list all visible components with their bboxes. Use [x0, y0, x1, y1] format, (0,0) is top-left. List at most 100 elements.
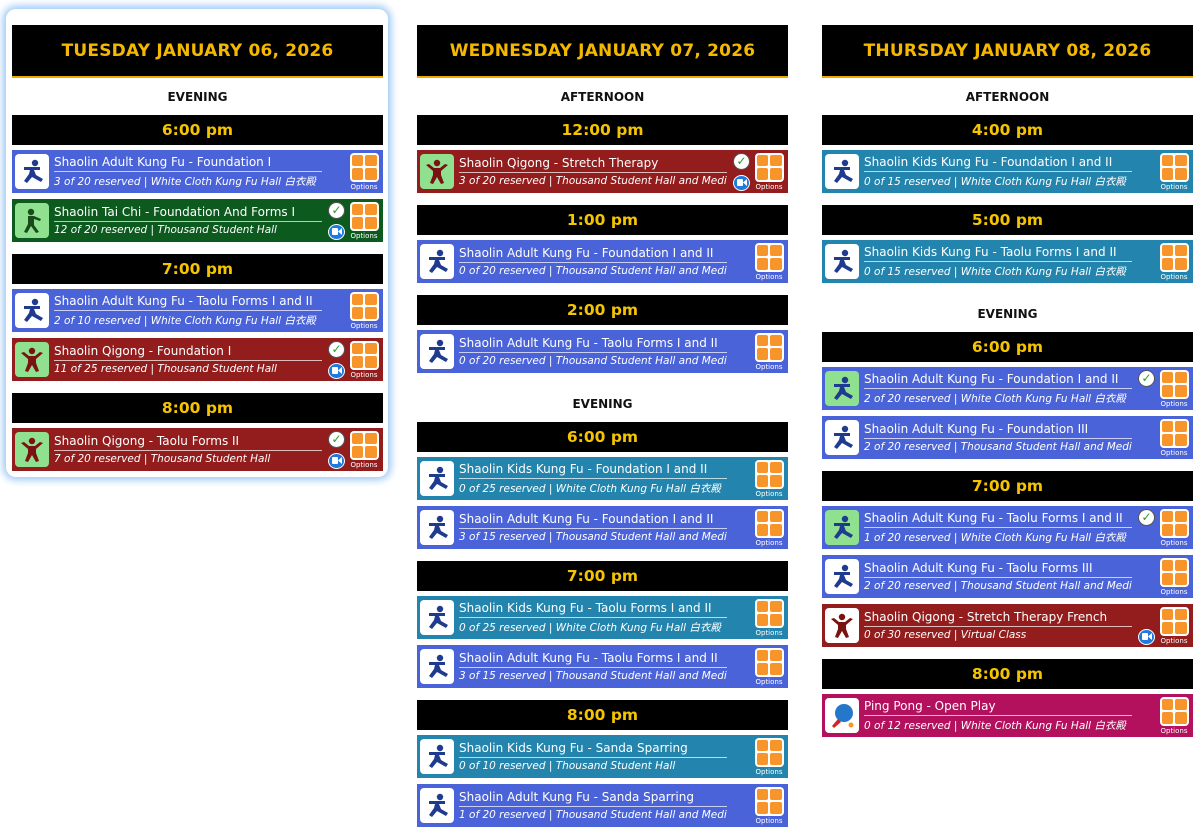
options-label: Options: [1160, 726, 1188, 735]
class-card[interactable]: Shaolin Tai Chi - Foundation And Forms I…: [12, 199, 383, 242]
class-card[interactable]: Shaolin Adult Kung Fu - Foundation I and…: [822, 367, 1193, 410]
options-button[interactable]: Options: [753, 459, 785, 498]
day-column: THURSDAY JANUARY 08, 2026 AFTERNOON 4:00 p…: [822, 25, 1193, 749]
options-grid-icon: [754, 647, 784, 677]
video-camera-icon[interactable]: [328, 362, 345, 379]
class-info: 0 of 15 reserved | White Cloth Kung Fu H…: [864, 175, 1126, 188]
class-name[interactable]: Shaolin Kids Kung Fu - Taolu Forms I and…: [864, 245, 1132, 262]
options-grid-icon: [754, 598, 784, 628]
time-slot: 5:00 pm Shaolin Kids Kung Fu - Taolu For…: [822, 205, 1193, 283]
class-card[interactable]: Shaolin Adult Kung Fu - Foundation III 2…: [822, 416, 1193, 459]
kungfu-icon: [420, 244, 454, 279]
options-label: Options: [350, 460, 378, 469]
options-label: Options: [755, 489, 783, 498]
class-card[interactable]: Shaolin Adult Kung Fu - Taolu Forms I an…: [12, 289, 383, 332]
class-name[interactable]: Shaolin Adult Kung Fu - Sanda Sparring: [459, 790, 727, 807]
options-button[interactable]: Options: [1158, 418, 1190, 457]
options-button[interactable]: Options: [753, 598, 785, 637]
class-name[interactable]: Shaolin Qigong - Stretch Therapy French: [864, 610, 1132, 627]
class-card[interactable]: Shaolin Kids Kung Fu - Taolu Forms I and…: [417, 596, 788, 639]
class-name[interactable]: Shaolin Adult Kung Fu - Foundation I and…: [459, 246, 727, 263]
class-name[interactable]: Shaolin Qigong - Foundation I: [54, 344, 322, 361]
class-card[interactable]: Shaolin Adult Kung Fu - Foundation I and…: [417, 506, 788, 549]
options-grid-icon: [1159, 242, 1189, 272]
options-button[interactable]: Options: [1158, 508, 1190, 547]
options-button[interactable]: Options: [348, 201, 380, 240]
day-column: WEDNESDAY JANUARY 07, 2026 AFTERNOON 12:00…: [417, 25, 788, 839]
options-button[interactable]: Options: [348, 430, 380, 469]
options-button[interactable]: Options: [1158, 557, 1190, 596]
class-info: 0 of 15 reserved | White Cloth Kung Fu H…: [864, 265, 1126, 278]
time-slot: 7:00 pm Shaolin Adult Kung Fu - Taolu Fo…: [822, 471, 1193, 647]
options-button[interactable]: Options: [1158, 369, 1190, 408]
class-card[interactable]: Shaolin Kids Kung Fu - Foundation I and …: [417, 457, 788, 500]
video-camera-icon[interactable]: [328, 452, 345, 469]
options-button[interactable]: Options: [753, 152, 785, 191]
class-card[interactable]: Shaolin Adult Kung Fu - Taolu Forms I an…: [417, 330, 788, 373]
class-name[interactable]: Shaolin Kids Kung Fu - Sanda Sparring: [459, 741, 727, 758]
class-name[interactable]: Shaolin Qigong - Taolu Forms II: [54, 434, 322, 451]
class-info: 0 of 25 reserved | White Cloth Kung Fu H…: [459, 482, 721, 495]
options-label: Options: [755, 538, 783, 547]
options-button[interactable]: Options: [348, 291, 380, 330]
class-card[interactable]: Shaolin Kids Kung Fu - Foundation I and …: [822, 150, 1193, 193]
options-button[interactable]: Options: [753, 332, 785, 371]
options-button[interactable]: Options: [753, 647, 785, 686]
class-name[interactable]: Shaolin Adult Kung Fu - Foundation I and…: [459, 512, 727, 529]
options-button[interactable]: Options: [1158, 606, 1190, 645]
class-name[interactable]: Shaolin Kids Kung Fu - Taolu Forms I and…: [459, 601, 727, 618]
kungfu-icon: [825, 371, 859, 406]
kungfu-icon: [15, 293, 49, 328]
options-button[interactable]: Options: [753, 737, 785, 776]
kungfu-icon: [825, 559, 859, 594]
class-card[interactable]: Shaolin Adult Kung Fu - Taolu Forms III …: [822, 555, 1193, 598]
options-button[interactable]: Options: [753, 242, 785, 281]
class-name[interactable]: Shaolin Adult Kung Fu - Taolu Forms I an…: [459, 651, 727, 668]
class-name[interactable]: Shaolin Adult Kung Fu - Taolu Forms III: [864, 561, 1132, 578]
class-card[interactable]: Shaolin Qigong - Taolu Forms II 7 of 20 …: [12, 428, 383, 471]
class-name[interactable]: Shaolin Adult Kung Fu - Taolu Forms I an…: [459, 336, 727, 353]
options-button[interactable]: Options: [348, 152, 380, 191]
section-label: EVENING: [167, 89, 228, 104]
section-label: EVENING: [572, 396, 633, 411]
class-card[interactable]: Shaolin Qigong - Stretch Therapy French …: [822, 604, 1193, 647]
options-label: Options: [1160, 272, 1188, 281]
options-grid-icon: [1159, 418, 1189, 448]
options-button[interactable]: Options: [753, 508, 785, 547]
options-button[interactable]: Options: [348, 340, 380, 379]
options-label: Options: [350, 231, 378, 240]
video-camera-icon[interactable]: [328, 223, 345, 240]
class-name[interactable]: Shaolin Kids Kung Fu - Foundation I and …: [459, 462, 727, 479]
options-button[interactable]: Options: [1158, 152, 1190, 191]
class-card[interactable]: Shaolin Adult Kung Fu - Sanda Sparring 1…: [417, 784, 788, 827]
check-icon: ✓: [733, 152, 750, 170]
class-card[interactable]: Shaolin Kids Kung Fu - Sanda Sparring 0 …: [417, 735, 788, 778]
class-card[interactable]: Ping Pong - Open Play 0 of 12 reserved |…: [822, 694, 1193, 737]
class-name[interactable]: Shaolin Adult Kung Fu - Taolu Forms I an…: [864, 511, 1132, 528]
class-name[interactable]: Ping Pong - Open Play: [864, 699, 1132, 716]
class-card[interactable]: Shaolin Qigong - Foundation I 11 of 25 r…: [12, 338, 383, 381]
class-name[interactable]: Shaolin Adult Kung Fu - Taolu Forms I an…: [54, 294, 322, 311]
class-card[interactable]: Shaolin Adult Kung Fu - Foundation I 3 o…: [12, 150, 383, 193]
class-name[interactable]: Shaolin Adult Kung Fu - Foundation I and…: [864, 372, 1132, 389]
class-card[interactable]: Shaolin Adult Kung Fu - Taolu Forms I an…: [417, 645, 788, 688]
class-name[interactable]: Shaolin Adult Kung Fu - Foundation I: [54, 155, 322, 172]
pingpong-icon: [825, 698, 859, 733]
class-name[interactable]: Shaolin Kids Kung Fu - Foundation I and …: [864, 155, 1132, 172]
options-label: Options: [755, 362, 783, 371]
options-button[interactable]: Options: [1158, 242, 1190, 281]
class-card[interactable]: Shaolin Kids Kung Fu - Taolu Forms I and…: [822, 240, 1193, 283]
video-camera-icon[interactable]: [733, 174, 750, 191]
class-name[interactable]: Shaolin Tai Chi - Foundation And Forms I: [54, 205, 322, 222]
options-button[interactable]: Options: [1158, 696, 1190, 735]
class-card[interactable]: Shaolin Adult Kung Fu - Taolu Forms I an…: [822, 506, 1193, 549]
class-name[interactable]: Shaolin Adult Kung Fu - Foundation III: [864, 422, 1132, 439]
section-label: AFTERNOON: [965, 89, 1050, 104]
class-card[interactable]: Shaolin Qigong - Stretch Therapy 3 of 20…: [417, 150, 788, 193]
options-grid-icon: [754, 152, 784, 182]
class-card[interactable]: Shaolin Adult Kung Fu - Foundation I and…: [417, 240, 788, 283]
class-info: 2 of 20 reserved | Thousand Student Hall…: [864, 580, 1132, 592]
class-name[interactable]: Shaolin Qigong - Stretch Therapy: [459, 156, 727, 173]
options-button[interactable]: Options: [753, 786, 785, 825]
video-camera-icon[interactable]: [1138, 628, 1155, 645]
